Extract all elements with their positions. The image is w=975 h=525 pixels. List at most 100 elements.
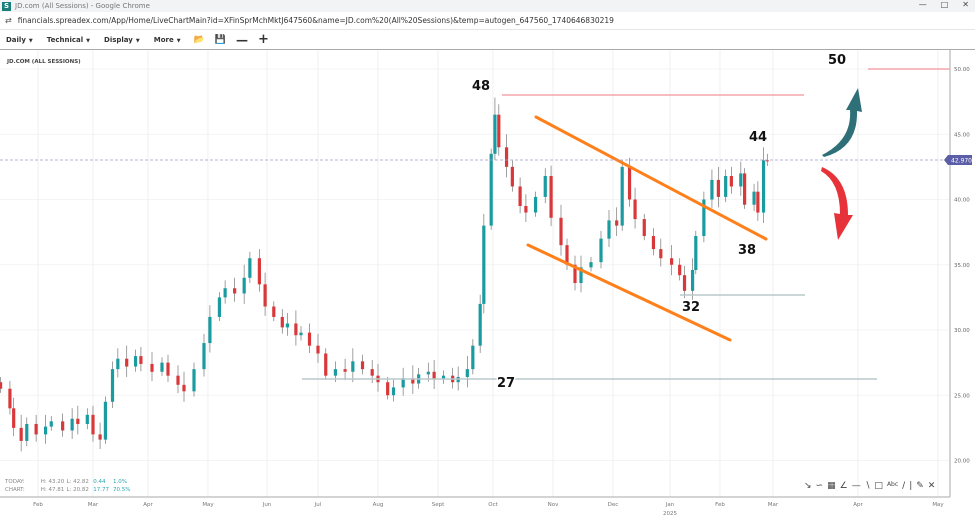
candle-body [12,408,16,428]
y-tick-label: 20.00 [954,459,970,465]
candle-body [573,264,577,284]
x-tick-label: Mar [768,502,779,508]
address-bar[interactable]: ⇄ financials.spreadex.com/App/Home/LiveC… [0,12,975,30]
x-tick-label: Feb [33,502,43,508]
text-tool-icon[interactable]: Abc [886,481,899,488]
candle-body [633,199,637,220]
stats-low: L: 42.82 [66,479,89,485]
candle-body [729,176,733,187]
candle-body [176,375,180,385]
y-tick-label: 25.00 [954,393,970,399]
candle-body [360,361,365,370]
candle-body [343,369,347,372]
x-tick-label: Mar [88,502,99,508]
menu-daily[interactable]: Daily ▼ [6,36,33,44]
x-tick-label: Jun [262,502,272,508]
minimize-icon[interactable]: — [918,0,927,9]
x-tick-label: May [932,502,944,508]
candle-body [76,418,80,424]
stats-panel: TODAY: H: 43.20 L: 42.82 0.44 1.0% CHART… [5,478,130,494]
menu-more[interactable]: More ▼ [154,36,181,44]
x-year-label: 2025 [663,511,677,517]
candle-body [91,414,95,435]
candle-body [263,284,267,307]
zoom-out-icon[interactable]: — [236,32,249,47]
candle-body [716,179,720,197]
menu-label: Display [104,35,133,44]
candle-body [589,262,593,268]
candle-body [497,114,501,148]
x-tick-label: Nov [548,502,559,508]
candle-body [160,362,164,372]
trend-line-tool-icon[interactable]: ∖ [864,481,871,491]
candle-body [110,369,115,402]
candle-body [192,369,196,392]
x-tick-label: Apr [143,502,153,508]
candle-body [25,423,29,441]
clear-drawings-icon[interactable]: ✕ [927,481,936,491]
candle-body [482,225,486,304]
candle-body [549,176,553,218]
url-text[interactable]: financials.spreadex.com/App/Home/LiveCha… [17,16,614,25]
stats-low: L: 20.82 [66,487,89,493]
chevron-down-icon: ▼ [86,37,91,44]
pointer-tool-icon[interactable]: ↘ [804,481,812,491]
separator: | [909,481,913,491]
candle-body [49,421,53,427]
menu-technical[interactable]: Technical ▼ [47,36,90,44]
arrow-down-icon [821,167,853,240]
candle-body [465,369,469,377]
stats-high: H: 43.20 [40,479,65,485]
candle-body [752,191,756,205]
x-tick-label: Apr [853,502,863,508]
x-tick-label: Dec [608,502,619,508]
line-tool-icon[interactable]: ∕ [902,481,906,491]
fibonacci-tool-icon[interactable]: ▦ [827,481,836,491]
y-tick-label: 50.00 [954,67,970,73]
menu-display[interactable]: Display ▼ [104,36,140,44]
candle-body [493,114,497,154]
candle-body [43,426,48,435]
open-folder-icon[interactable]: 📂 [193,34,205,45]
stats-high: H: 47.81 [40,487,65,493]
rectangle-tool-icon[interactable]: □ [874,481,883,491]
candle-body [116,358,120,370]
candle-body [471,345,475,370]
candle-body [694,236,698,270]
x-tick-label: Jan [665,502,675,508]
candle-body [478,303,482,346]
candle-body [682,275,687,291]
arrow-up-icon [822,88,862,157]
y-tick-label: 45.00 [954,132,970,138]
candle-body [615,220,619,226]
x-tick-label: Feb [715,502,725,508]
channel-upper-line[interactable] [534,115,768,241]
candle-body [702,199,706,237]
fan-tool-icon[interactable]: ∠ [839,481,848,491]
x-tick-label: Aug [373,502,384,508]
pencil-icon[interactable]: ✎ [916,481,924,491]
save-icon[interactable]: 💾 [214,34,227,45]
chart-toolbar: Daily ▼ Technical ▼ Display ▼ More ▼ 📂 💾 — + [0,30,975,50]
close-icon[interactable]: ✕ [962,0,969,9]
stats-label: CHART: [5,487,25,493]
zoom-in-icon[interactable]: + [258,32,269,47]
maximize-icon[interactable]: □ [940,0,949,9]
curve-tool-icon[interactable]: ∽ [815,481,824,491]
candle-body [0,382,3,389]
stats-change: 17.77 [93,487,109,493]
y-tick-label: 35.00 [954,263,970,269]
x-tick-label: Oct [488,502,498,508]
candle-body [280,316,284,328]
stats-label: TODAY: [5,479,25,485]
candle-body [208,316,212,344]
horizontal-line-tool-icon[interactable]: — [851,481,861,491]
candle-body [242,277,246,294]
site-settings-icon[interactable]: ⇄ [5,16,12,25]
y-tick-label: 40.00 [954,198,970,204]
candle-body [559,217,563,246]
candle-body [642,219,646,237]
candle-body [294,323,298,336]
channel-lower-line[interactable] [526,243,732,342]
price-chart[interactable]: Feb Mar Apr May Jun Jul Aug Sept Oct Nov Dec Jan Feb… [0,50,975,525]
